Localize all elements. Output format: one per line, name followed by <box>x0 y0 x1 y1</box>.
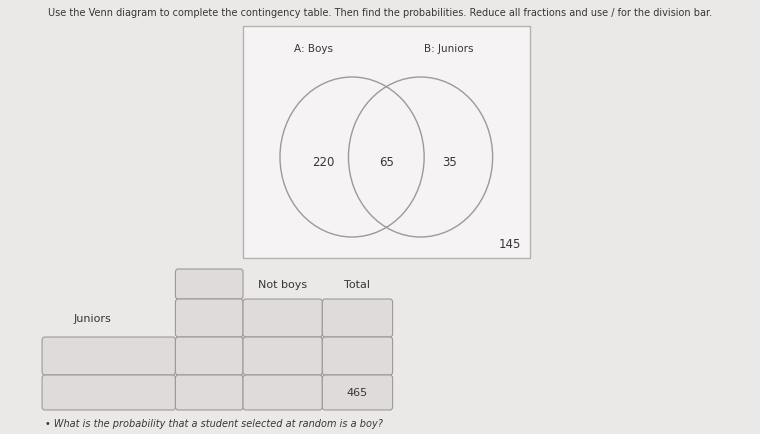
Text: Not boys: Not boys <box>258 279 307 289</box>
Text: Use the Venn diagram to complete the contingency table. Then find the probabilit: Use the Venn diagram to complete the con… <box>48 8 712 18</box>
Text: 35: 35 <box>442 156 457 169</box>
FancyBboxPatch shape <box>243 375 322 410</box>
FancyBboxPatch shape <box>322 375 393 410</box>
Text: 220: 220 <box>312 156 334 169</box>
FancyBboxPatch shape <box>176 270 243 299</box>
FancyBboxPatch shape <box>243 299 322 337</box>
FancyBboxPatch shape <box>322 299 393 337</box>
FancyBboxPatch shape <box>42 375 176 410</box>
FancyBboxPatch shape <box>243 337 322 375</box>
Text: 465: 465 <box>347 388 368 398</box>
FancyBboxPatch shape <box>176 375 243 410</box>
FancyBboxPatch shape <box>243 27 530 258</box>
Text: • What is the probability that a student selected at random is a boy?: • What is the probability that a student… <box>45 418 382 428</box>
FancyBboxPatch shape <box>42 337 176 375</box>
Text: Juniors: Juniors <box>74 313 112 323</box>
FancyBboxPatch shape <box>176 299 243 337</box>
FancyBboxPatch shape <box>176 337 243 375</box>
Text: B: Juniors: B: Juniors <box>424 44 473 54</box>
Text: A: Boys: A: Boys <box>294 44 333 54</box>
FancyBboxPatch shape <box>322 337 393 375</box>
Text: 145: 145 <box>499 237 521 250</box>
Text: 65: 65 <box>379 156 394 169</box>
Text: Total: Total <box>344 279 370 289</box>
